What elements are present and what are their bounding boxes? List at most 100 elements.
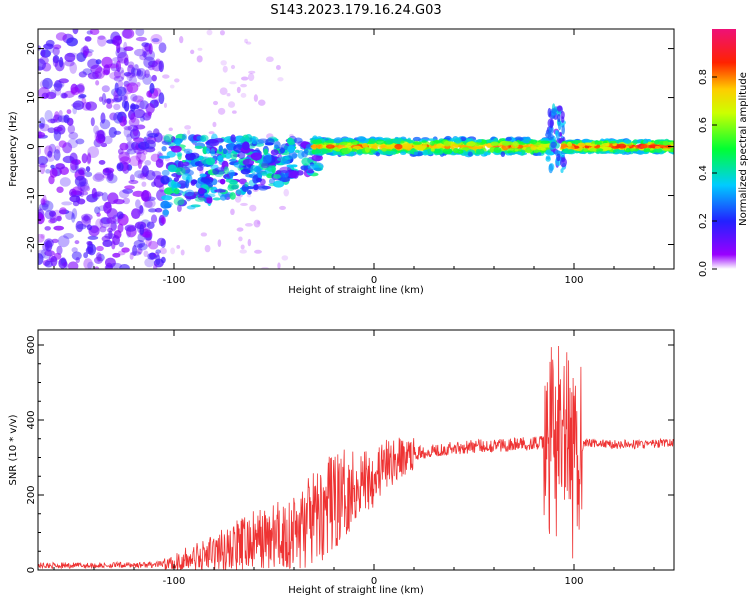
snr-ytick-label-3: 600 [26, 335, 37, 354]
spectrogram-cell [453, 147, 459, 154]
spectrogram-cell [467, 151, 473, 157]
spectrogram-cell [234, 196, 242, 203]
spectrogram-cell [49, 89, 57, 99]
spectrogram-cell [180, 249, 185, 256]
spectrogram-cell [58, 110, 63, 117]
spectrogram-cell [44, 250, 55, 257]
spectrogram-cell [421, 140, 427, 143]
spectrogram-cell [38, 58, 46, 71]
spectrogram-cell [126, 72, 133, 82]
spectrogram-cell [595, 148, 604, 152]
spectrogram-cell [163, 102, 167, 108]
spectrogram-cell [78, 94, 87, 99]
spectrogram-cell [170, 192, 183, 197]
spectrogram-cell [356, 136, 367, 142]
spectrogram-cell [132, 125, 139, 137]
spectrogram-cell [134, 170, 145, 179]
spectrogram-cell [72, 100, 85, 111]
spectrogram-cell [294, 149, 300, 153]
spectrogram-cell [286, 138, 294, 143]
spectrogram-cell [490, 141, 499, 147]
spectrogram-cell [196, 55, 203, 63]
spectrogram-cell [112, 98, 122, 103]
spectrogram-cell [39, 117, 46, 128]
spectrogram-cell [430, 147, 435, 152]
spectrogram-cell [110, 262, 122, 269]
spectrogram-cell [257, 220, 261, 225]
spectrogram-cell [124, 72, 137, 78]
spectrogram-cell [133, 108, 146, 119]
spectrogram-cell [163, 201, 173, 207]
spectrogram-cell [105, 167, 110, 173]
spectrogram-cell [82, 68, 92, 76]
spectrogram-cell [186, 205, 196, 210]
spectrogram-cell [61, 92, 68, 99]
spectrogram-cell [163, 134, 174, 143]
spectrogram-cell [147, 60, 158, 68]
spectrogram-cell [662, 140, 669, 146]
spectrogram-cell [427, 138, 437, 142]
spectrogram-cell [42, 242, 49, 252]
spectrogram-cell [150, 153, 161, 162]
spectrogram-cell [121, 247, 130, 253]
spectrogram-cell [417, 145, 427, 150]
spectrogram-cell [96, 252, 102, 262]
spectrogram-cell [206, 195, 213, 204]
spectrogram-cell [75, 138, 85, 145]
spectrogram-cell [339, 141, 348, 146]
spectrogram-cell [83, 214, 89, 222]
spectrogram-ylabel: Frequency (Hz) [8, 111, 19, 187]
spectrogram-cell [95, 59, 102, 65]
spectrogram-cell [130, 103, 136, 112]
spectrogram-cell [187, 130, 191, 135]
spectrogram-cell [84, 50, 93, 57]
spectrogram-cell [272, 180, 285, 188]
spectrogram-cell [107, 192, 119, 205]
spectrogram-cell [265, 56, 274, 63]
spectrogram-cell [602, 146, 612, 151]
spectrogram-cell [253, 184, 259, 191]
spectrogram-cell [38, 213, 45, 225]
spectrogram-cell [55, 32, 67, 41]
spectrogram-cell [589, 143, 595, 146]
spectrogram-cell [265, 138, 275, 145]
spectrogram-cell [128, 179, 139, 185]
spectrogram-cell [277, 156, 289, 162]
spectrogram-cell [381, 147, 387, 152]
spectrogram-cell [113, 75, 124, 82]
spectrogram-cell [512, 141, 519, 147]
spectrogram-cell [153, 263, 158, 269]
spectrogram-cell [76, 223, 87, 230]
spectrogram-cell [77, 95, 85, 100]
spectrogram-cell [625, 147, 631, 153]
spectrogram-cell [616, 150, 625, 154]
spectrogram-cell [122, 197, 131, 205]
spectrogram-cell [55, 163, 65, 170]
spectrogram-cell [42, 77, 53, 90]
spectrogram-cell [277, 77, 284, 82]
spectrogram-cell [567, 142, 573, 148]
spectrogram-cell [84, 171, 93, 178]
spectrogram-cell [162, 209, 170, 216]
spectrogram-cell [159, 247, 167, 255]
spectrogram-cell [640, 143, 648, 149]
spectrogram-cell [229, 158, 238, 162]
spectrogram-cell [59, 56, 64, 68]
spectrogram-cell [184, 189, 195, 197]
spectrogram-cell [58, 140, 67, 148]
spectrogram-cell [48, 175, 55, 185]
spectrogram-cell [83, 258, 93, 269]
colorbar-tick-label-4: 0.8 [698, 69, 709, 85]
spectrogram-cell [198, 187, 205, 195]
spectrogram-cell [104, 233, 117, 239]
spectrogram-cell [617, 143, 627, 149]
spectrogram-cell [274, 140, 281, 150]
spectrogram-cell [139, 100, 149, 110]
spectrogram-cell [99, 119, 111, 130]
spectrogram-cell [121, 100, 127, 109]
spectrogram-cell [222, 65, 228, 73]
spectrogram-cell [133, 239, 146, 248]
spectrogram-cell [45, 91, 57, 100]
spectrogram-cell [230, 208, 235, 216]
